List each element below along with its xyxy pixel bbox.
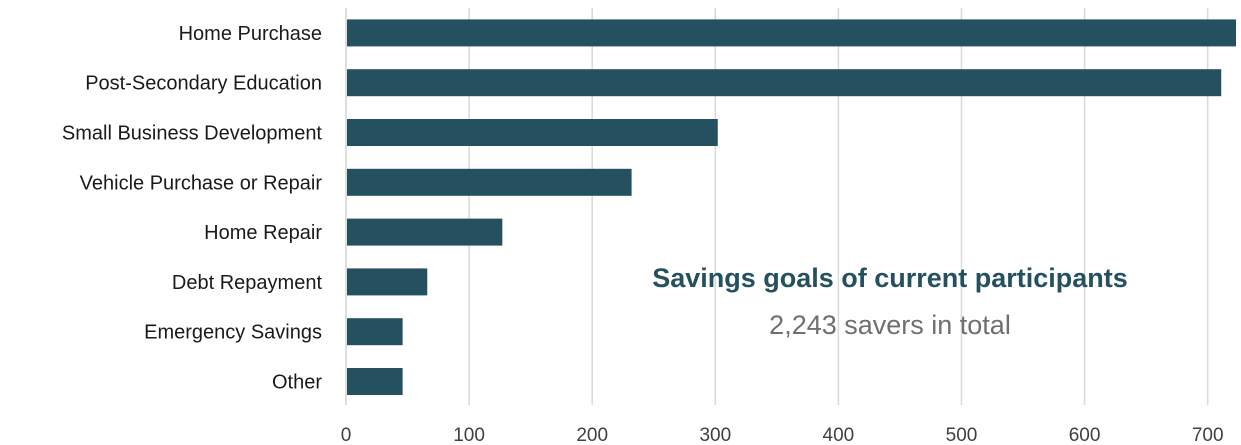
bar-debt-repayment [347, 268, 428, 296]
x-axis-ticks: 0 100 200 300 400 500 600 700 [341, 425, 1224, 445]
bar-emergency-savings [347, 318, 403, 346]
category-label: Other [272, 372, 322, 394]
x-tick-label: 200 [576, 425, 608, 445]
x-tick-label: 0 [341, 425, 352, 445]
x-tick-label: 700 [1192, 425, 1224, 445]
x-tick-label: 300 [699, 425, 731, 445]
bar-home-repair [347, 218, 503, 246]
bar-post-secondary-education [347, 69, 1222, 97]
chart-subtitle: 2,243 savers in total [769, 310, 1011, 340]
grid-layer [345, 8, 1209, 405]
x-tick-label: 100 [453, 425, 485, 445]
category-label: Emergency Savings [144, 322, 322, 344]
bar-other [347, 368, 403, 395]
chart-title: Savings goals of current participants [652, 263, 1128, 293]
bar-home-purchase [347, 19, 1236, 47]
x-tick-label: 600 [1069, 425, 1101, 445]
bar-layer [347, 19, 1236, 395]
category-label: Home Repair [204, 222, 322, 244]
category-label: Post-Secondary Education [85, 73, 322, 95]
bar-small-business-development [347, 119, 718, 146]
x-tick-label: 400 [823, 425, 855, 445]
bar-vehicle-purchase-or-repair [347, 168, 632, 196]
x-tick-label: 500 [946, 425, 978, 445]
category-label: Vehicle Purchase or Repair [80, 172, 323, 194]
category-label: Small Business Development [62, 123, 323, 145]
category-label: Debt Repayment [172, 272, 323, 294]
category-labels: Home Purchase Post-Secondary Education Sma… [62, 23, 323, 394]
category-label: Home Purchase [179, 23, 322, 45]
